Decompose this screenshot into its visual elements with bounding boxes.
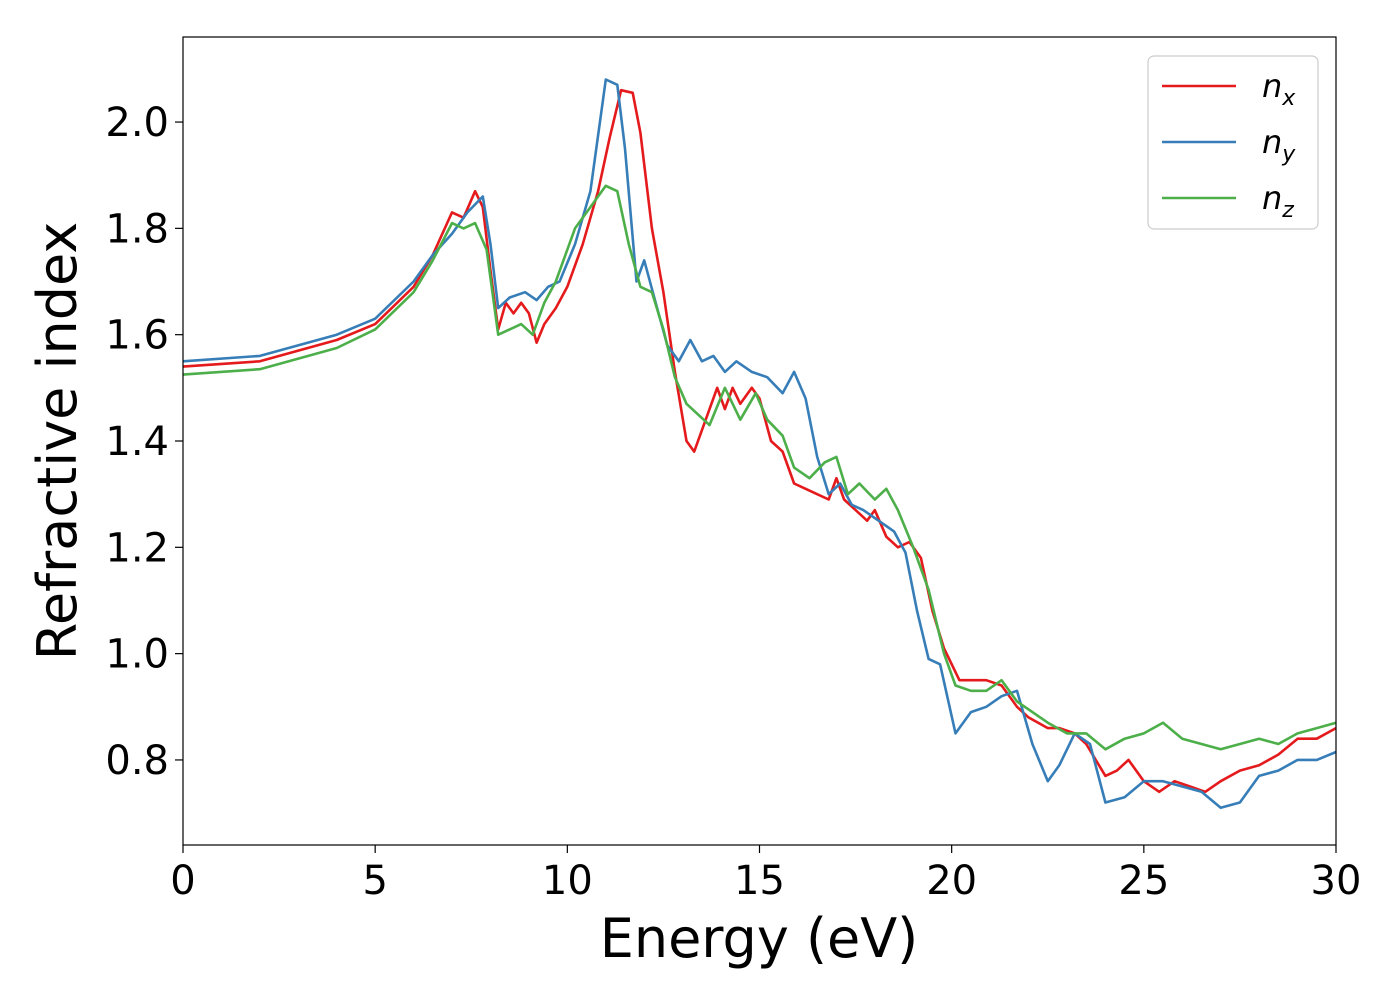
x-tick-label: 15	[734, 858, 785, 904]
x-tick-label: 10	[542, 858, 593, 904]
legend: nx ny nz	[1147, 55, 1319, 230]
x-axis-title: Energy (eV)	[600, 907, 919, 970]
y-tick-label: 1.6	[105, 313, 169, 359]
x-tick-label: 20	[926, 858, 977, 904]
series-layer	[182, 78, 1337, 810]
y-tick-label: 1.2	[105, 525, 169, 571]
y-tick-label: 1.4	[105, 419, 169, 465]
y-axis-title: Refractive index	[26, 222, 89, 661]
y-tick-label: 2.0	[105, 100, 169, 146]
legend-label-ny: ny	[1262, 123, 1296, 167]
y-axis: 0.8 1.0 1.2 1.4 1.6 1.8 2.0	[105, 100, 183, 784]
legend-label-nz: nz	[1262, 179, 1294, 223]
x-tick-label: 5	[362, 858, 387, 904]
x-tick-label: 30	[1311, 858, 1362, 904]
x-tick-label: 25	[1118, 858, 1169, 904]
x-tick-label: 0	[170, 858, 195, 904]
series-line-nz	[182, 184, 1337, 751]
legend-label-nx: nx	[1262, 67, 1296, 111]
y-tick-label: 1.8	[105, 206, 169, 252]
series-line-ny	[182, 78, 1337, 810]
y-tick-label: 0.8	[105, 738, 169, 784]
series-line-nx	[182, 88, 1337, 794]
y-tick-label: 1.0	[105, 632, 169, 678]
x-axis: 0 5 10 15 20 25 30	[170, 845, 1361, 904]
